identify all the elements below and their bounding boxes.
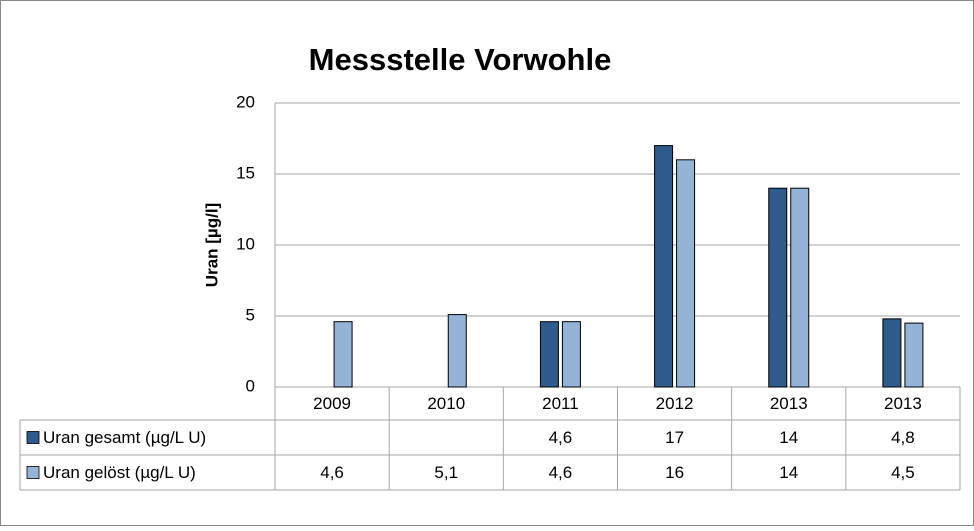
- y-tick-label: 20: [236, 92, 255, 111]
- table-value: 4,6: [549, 463, 573, 482]
- x-tick-label: 2010: [427, 394, 465, 413]
- bar: [561, 321, 581, 388]
- bar: [333, 321, 353, 388]
- legend-swatch: [26, 431, 40, 444]
- bar: [790, 187, 810, 388]
- x-tick-label: 2012: [656, 394, 694, 413]
- x-tick-label: 2011: [542, 394, 579, 413]
- legend-swatch: [26, 466, 40, 479]
- table-value: 4,5: [891, 463, 915, 482]
- bar: [904, 322, 924, 388]
- chart-title: Messstelle Vorwohle: [309, 42, 612, 77]
- y-axis-label: Uran [µg/l]: [202, 203, 221, 287]
- table-value: 17: [665, 428, 684, 447]
- y-tick-label: 0: [246, 376, 255, 395]
- table-value: 4,6: [549, 428, 573, 447]
- y-tick-label: 5: [246, 305, 255, 324]
- table-value: 14: [779, 463, 798, 482]
- bar: [676, 159, 696, 388]
- legend-label: Uran gesamt (µg/L U): [43, 428, 206, 447]
- bar: [882, 318, 902, 388]
- y-tick-label: 15: [236, 163, 255, 182]
- bar: [539, 321, 559, 388]
- table-value: 5,1: [434, 463, 458, 482]
- table-value: 14: [779, 428, 798, 447]
- bar: [768, 187, 788, 388]
- x-tick-label: 2013: [770, 394, 808, 413]
- y-tick-label: 10: [236, 234, 255, 253]
- bar: [447, 314, 467, 388]
- table-value: 4,8: [891, 428, 915, 447]
- legend-label: Uran gelöst (µg/L U): [43, 463, 196, 482]
- x-tick-label: 2009: [313, 394, 351, 413]
- x-tick-label: 2013: [884, 394, 922, 413]
- table-value: 4,6: [320, 463, 344, 482]
- table-value: 16: [665, 463, 684, 482]
- bar: [654, 145, 674, 388]
